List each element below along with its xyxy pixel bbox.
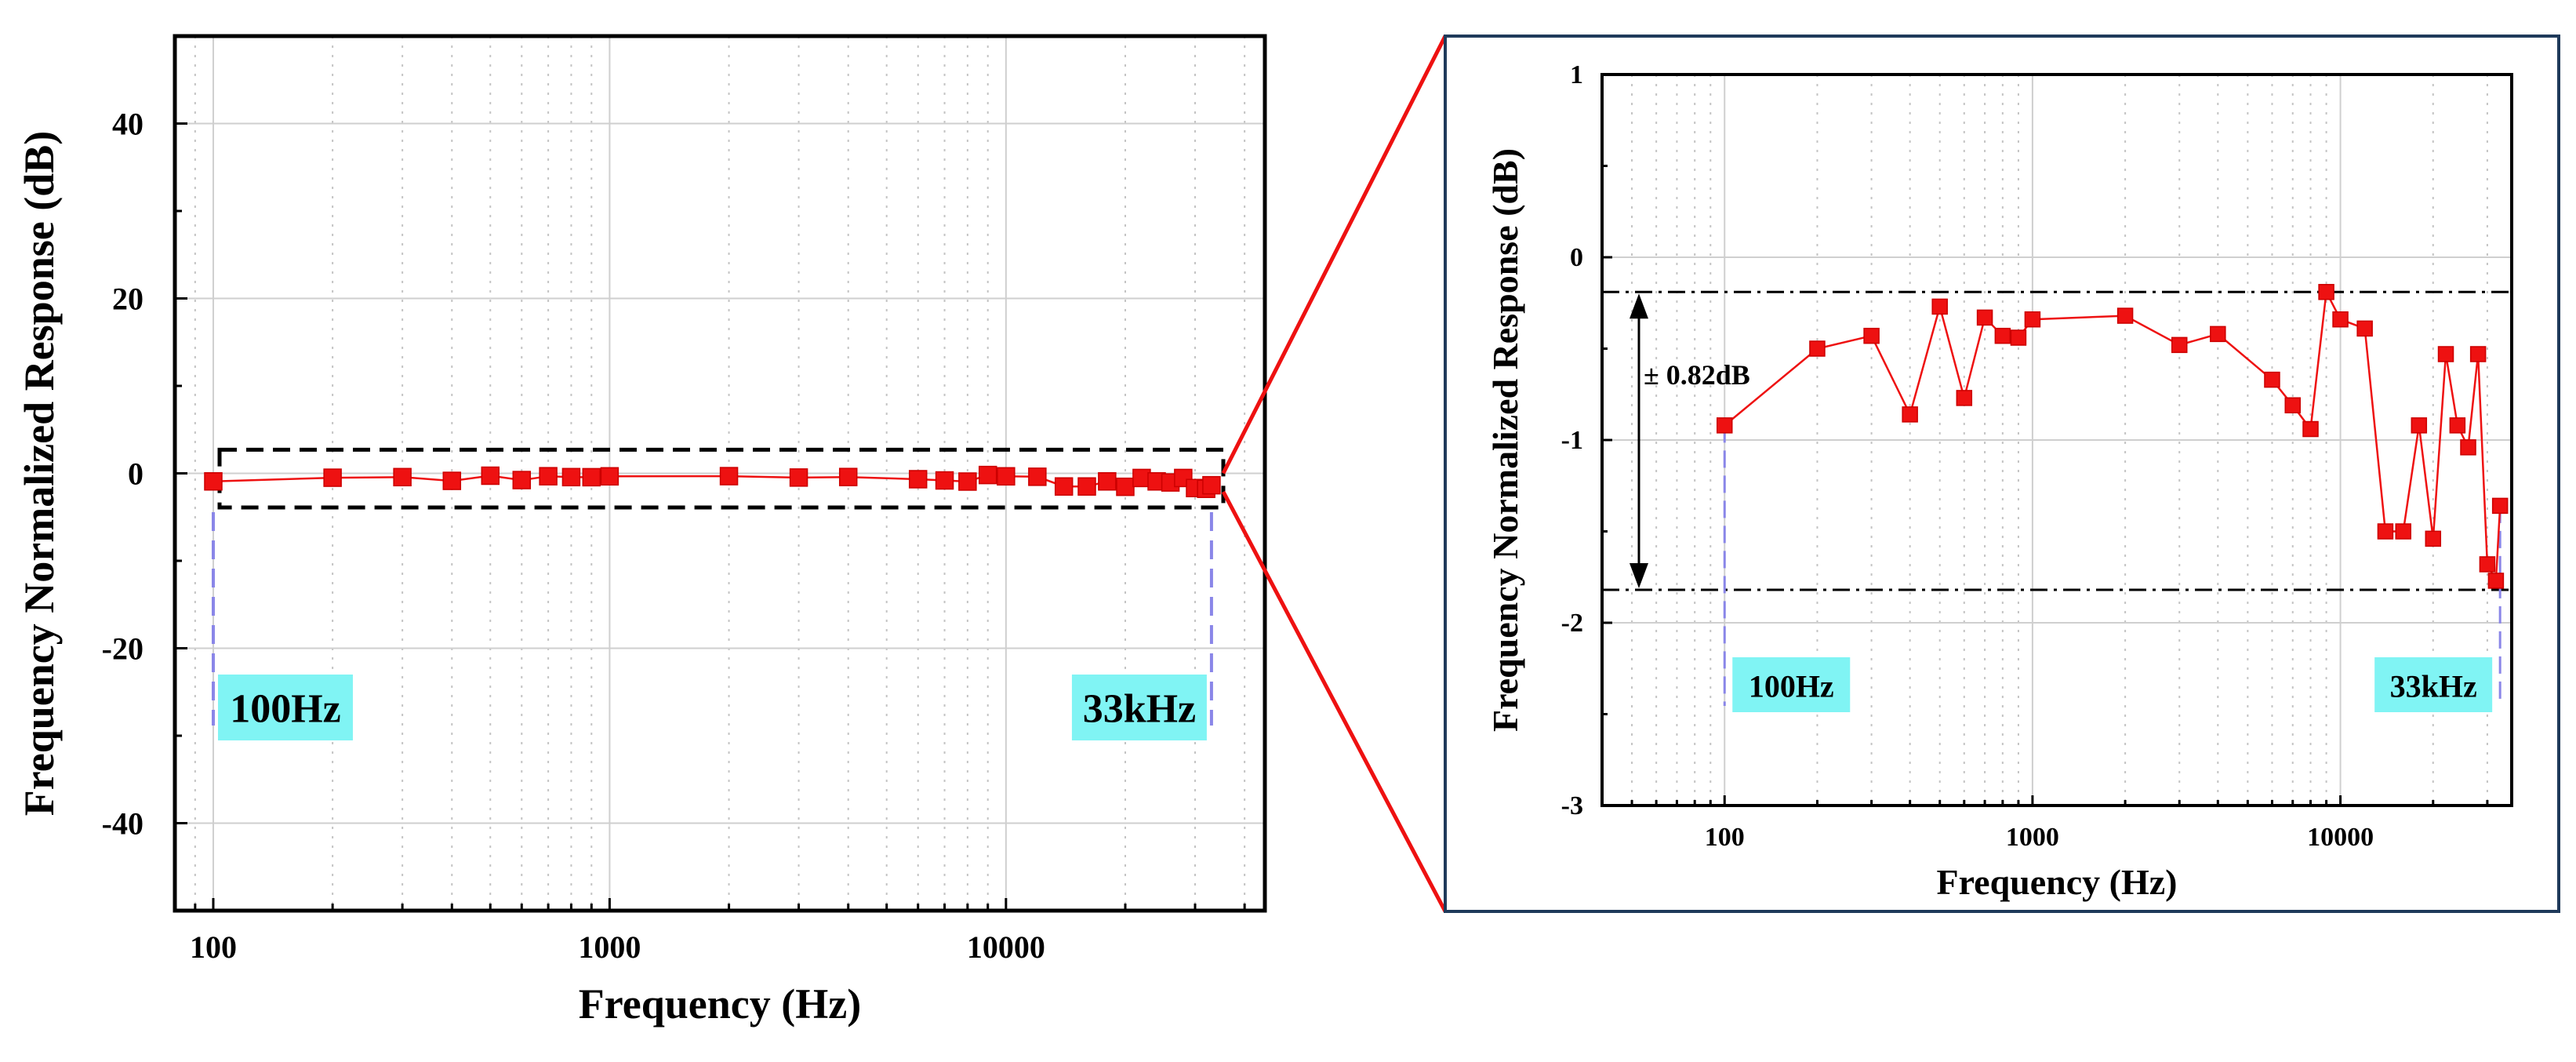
connector-line-top bbox=[1221, 35, 1448, 475]
data-point bbox=[2332, 311, 2349, 328]
x-tick-label: 10000 bbox=[2307, 823, 2374, 852]
y-axis-label: Frequency Normalized Response (dB) bbox=[16, 131, 63, 816]
data-point bbox=[2425, 530, 2442, 547]
data-point bbox=[2377, 523, 2394, 540]
x-axis-label: Frequency (Hz) bbox=[579, 980, 861, 1027]
y-tick-label: -3 bbox=[1561, 791, 1583, 820]
data-point bbox=[1809, 340, 1826, 357]
data-point bbox=[1202, 475, 1221, 495]
y-tick-label: -20 bbox=[102, 631, 144, 667]
data-point bbox=[561, 467, 581, 487]
data-point bbox=[481, 466, 500, 486]
data-point bbox=[2491, 497, 2509, 515]
data-point bbox=[2024, 311, 2041, 328]
data-point bbox=[582, 467, 601, 487]
x-tick-label: 10000 bbox=[967, 929, 1045, 965]
data-point bbox=[838, 467, 858, 486]
data-point bbox=[1028, 467, 1047, 486]
y-tick-label: -40 bbox=[102, 806, 144, 842]
range-arrow-head-bottom bbox=[1630, 563, 1648, 589]
data-point bbox=[958, 472, 977, 491]
freq-callout-label: 100Hz bbox=[1749, 668, 1834, 704]
data-point bbox=[323, 468, 342, 487]
data-point bbox=[2479, 556, 2496, 573]
freq-callout-box bbox=[1071, 675, 1207, 740]
x-tick-label: 1000 bbox=[578, 929, 641, 965]
data-point bbox=[2411, 417, 2428, 434]
data-point bbox=[1098, 472, 1117, 491]
range-arrow-head-top bbox=[1630, 293, 1648, 319]
range-label: ± 0.82dB bbox=[1644, 359, 1750, 391]
x-tick-label: 100 bbox=[1705, 823, 1745, 852]
data-point bbox=[2469, 346, 2487, 362]
x-axis-label: Frequency (Hz) bbox=[1936, 862, 2177, 902]
data-point bbox=[2395, 523, 2411, 540]
data-point bbox=[2284, 397, 2301, 413]
y-tick-label: 0 bbox=[128, 456, 144, 492]
y-tick-label: 20 bbox=[112, 282, 144, 317]
y-tick-label: 40 bbox=[112, 107, 144, 142]
full-range-chart: 100 1000 10000 -40 -20 0 20 40 Frequency (Hz) Fre… bbox=[16, 34, 1267, 1027]
data-point bbox=[719, 467, 739, 486]
data-point bbox=[512, 471, 532, 489]
connector-line-bottom bbox=[1221, 490, 1448, 913]
y-tick-label: 1 bbox=[1570, 60, 1583, 89]
data-point bbox=[2356, 320, 2373, 337]
data-point bbox=[2449, 417, 2466, 434]
freq-callout-label: 100Hz bbox=[230, 686, 341, 731]
data-point bbox=[997, 467, 1016, 486]
y-axis-label: Frequency Normalized Response (dB) bbox=[1485, 148, 1525, 732]
data-point bbox=[1116, 477, 1135, 496]
data-point bbox=[2460, 439, 2476, 456]
freq-callout-label: 33kHz bbox=[2390, 668, 2477, 704]
data-point bbox=[978, 465, 997, 485]
data-point bbox=[2302, 420, 2319, 438]
data-point bbox=[2010, 329, 2027, 346]
data-point bbox=[1863, 327, 1880, 344]
y-tick-label: 0 bbox=[1570, 243, 1583, 272]
freq-callout-box bbox=[1732, 657, 1851, 712]
data-point bbox=[2171, 336, 2188, 354]
data-point bbox=[1931, 298, 1948, 315]
data-point bbox=[2116, 307, 2134, 324]
data-point bbox=[1902, 406, 1918, 423]
data-point bbox=[1976, 309, 1993, 326]
data-point bbox=[539, 467, 558, 486]
data-point bbox=[1994, 327, 2011, 344]
zoom-chart: 100 1000 10000 -3 -2 -1 0 1 Frequency (Hz) Freque… bbox=[1485, 60, 2513, 902]
data-point bbox=[2264, 371, 2280, 388]
data-point bbox=[908, 470, 928, 489]
data-point bbox=[2318, 284, 2334, 300]
y-tick-label: -2 bbox=[1561, 609, 1583, 638]
data-point bbox=[935, 471, 954, 490]
y-tick-label: -1 bbox=[1561, 426, 1583, 455]
data-point bbox=[393, 467, 412, 487]
data-point bbox=[2210, 326, 2226, 343]
data-point bbox=[789, 468, 808, 487]
freq-callout-box bbox=[217, 675, 353, 740]
data-point bbox=[442, 471, 462, 490]
data-point bbox=[2487, 573, 2505, 589]
data-point bbox=[600, 467, 619, 486]
x-tick-label: 100 bbox=[190, 929, 237, 965]
x-tick-label: 1000 bbox=[2006, 823, 2059, 852]
data-point bbox=[204, 472, 223, 491]
data-point bbox=[1077, 477, 1096, 496]
zoom-connectors bbox=[1221, 35, 1448, 913]
data-point bbox=[1717, 417, 1733, 434]
freq-callout-label: 33kHz bbox=[1083, 686, 1196, 731]
data-point bbox=[2437, 346, 2454, 362]
data-point bbox=[1956, 390, 1973, 406]
freq-callout-box bbox=[2374, 657, 2493, 712]
data-point bbox=[1054, 477, 1074, 496]
